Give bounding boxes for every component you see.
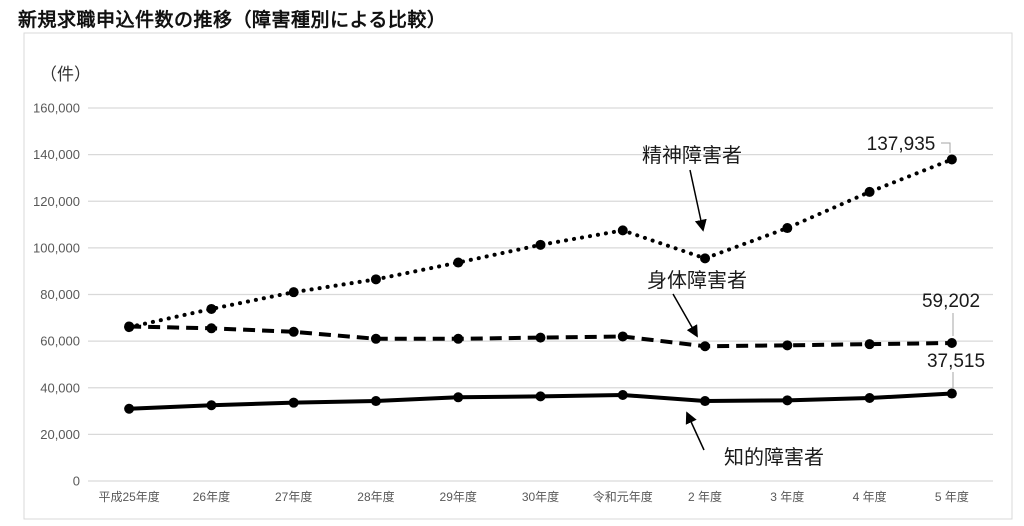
mental-disability-marker	[700, 253, 711, 264]
y-tick-label: 20,000	[40, 427, 80, 442]
x-tick-label: 29年度	[440, 489, 477, 504]
intellectual-disability-value-label: 37,515	[927, 351, 985, 372]
intellectual-disability-annotation-label: 知的障害者	[724, 446, 824, 469]
intellectual-disability-marker	[206, 400, 217, 411]
y-tick-label: 80,000	[40, 287, 80, 302]
intellectual-disability-marker	[864, 393, 875, 404]
intellectual-disability-marker	[946, 388, 957, 399]
physical-disability-value-label: 59,202	[922, 291, 980, 312]
y-tick-label: 0	[73, 474, 80, 489]
intellectual-disability-marker	[617, 389, 628, 400]
physical-disability-line	[129, 324, 952, 349]
x-tick-label: 27年度	[275, 489, 312, 504]
x-tick-label: 30年度	[522, 489, 559, 504]
y-tick-label: 120,000	[33, 194, 80, 209]
mental-disability-marker	[535, 239, 546, 250]
x-tick-label: 令和元年度	[593, 489, 653, 504]
physical-disability-marker	[617, 331, 628, 342]
intellectual-disability-marker	[782, 395, 793, 406]
intellectual-disability-annotation-arrow	[685, 411, 705, 451]
y-tick-label: 40,000	[40, 380, 80, 395]
physical-disability-marker	[124, 321, 135, 332]
mental-disability-marker	[946, 154, 957, 165]
x-tick-label: 2 年度	[688, 489, 722, 504]
mental-disability-marker	[617, 225, 628, 236]
mental-disability-annotation-arrow	[689, 169, 707, 232]
y-tick-label: 160,000	[33, 101, 80, 116]
mental-disability-marker	[782, 223, 793, 234]
plot-border	[23, 32, 1013, 520]
physical-disability-marker	[288, 326, 299, 337]
chart-title: 新規求職申込件数の推移（障害種別による比較）	[18, 10, 447, 31]
physical-disability-marker	[700, 341, 711, 352]
intellectual-disability-marker	[453, 392, 464, 403]
intellectual-disability-marker	[124, 403, 135, 414]
mental-disability-marker	[370, 274, 381, 285]
x-tick-label: 平成25年度	[98, 489, 159, 504]
mental-disability-marker	[288, 287, 299, 298]
physical-disability-marker	[946, 337, 957, 348]
x-tick-label: 3 年度	[770, 489, 804, 504]
y-tick-label: 140,000	[33, 147, 80, 162]
physical-disability-marker	[535, 332, 546, 343]
y-tick-label: 100,000	[33, 240, 80, 255]
physical-disability-marker	[370, 333, 381, 344]
x-tick-label: 28年度	[357, 489, 394, 504]
physical-disability-marker	[453, 333, 464, 344]
mental-disability-annotation-label: 精神障害者	[642, 144, 742, 167]
physical-disability-marker	[864, 339, 875, 350]
physical-disability-annotation-arrow	[672, 293, 698, 338]
mental-disability-value-label: 137,935	[867, 134, 936, 155]
y-tick-label: 60,000	[40, 334, 80, 349]
physical-disability-annotation-label: 身体障害者	[647, 269, 747, 292]
intellectual-disability-marker	[288, 397, 299, 408]
intellectual-disability-marker	[535, 391, 546, 402]
y-axis-unit-label: （件）	[40, 65, 91, 84]
mental-disability-marker	[864, 186, 875, 197]
mental-disability-marker	[206, 303, 217, 314]
intellectual-disability-marker	[700, 396, 711, 407]
x-tick-label: 5 年度	[935, 489, 969, 504]
physical-disability-marker	[206, 323, 217, 334]
x-tick-label: 4 年度	[853, 489, 887, 504]
physical-disability-marker	[782, 340, 793, 351]
mental-disability-marker	[453, 257, 464, 268]
intellectual-disability-marker	[370, 396, 381, 407]
mental-disability-value-leader	[941, 142, 951, 153]
x-tick-label: 26年度	[193, 489, 230, 504]
